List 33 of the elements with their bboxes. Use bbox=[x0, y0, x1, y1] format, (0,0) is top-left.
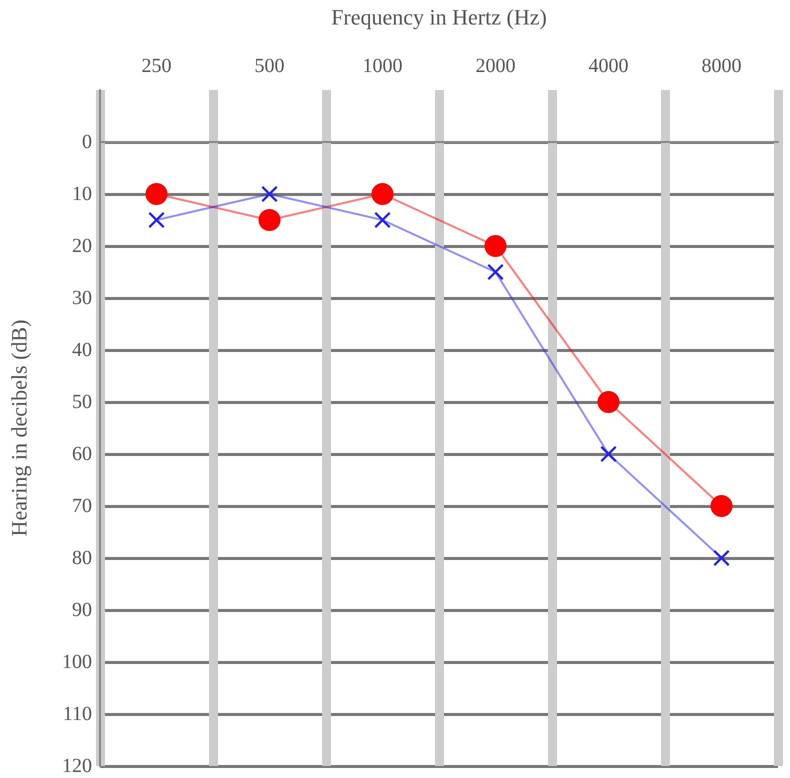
point bbox=[148, 212, 164, 228]
y-tick-label: 70 bbox=[72, 495, 92, 517]
point bbox=[372, 183, 394, 205]
y-tick-label: 110 bbox=[62, 703, 92, 725]
y-tick-label: 40 bbox=[72, 339, 92, 361]
x-tick-label: 500 bbox=[254, 55, 284, 77]
y-tick-label: 90 bbox=[72, 599, 92, 621]
y-tick-label: 50 bbox=[72, 391, 92, 413]
point bbox=[258, 209, 280, 231]
y-tick-label: 20 bbox=[72, 235, 92, 257]
x-tick-label: 2000 bbox=[476, 55, 516, 77]
y-tick-label: 0 bbox=[82, 131, 92, 153]
y-axis-title: Hearing in decibels (dB) bbox=[6, 320, 32, 536]
point bbox=[600, 446, 616, 462]
x-axis-title: Frequency in Hertz (Hz) bbox=[331, 4, 547, 30]
y-tick-label: 30 bbox=[72, 287, 92, 309]
y-tick-label: 10 bbox=[72, 183, 92, 205]
point bbox=[488, 264, 504, 280]
point bbox=[484, 235, 506, 257]
point bbox=[714, 550, 730, 566]
point bbox=[374, 212, 390, 228]
x-tick-label: 250 bbox=[142, 55, 172, 77]
y-tick-label: 120 bbox=[62, 755, 92, 777]
x-tick-label: 1000 bbox=[362, 55, 402, 77]
y-tick-label: 100 bbox=[62, 651, 92, 673]
point bbox=[598, 391, 620, 413]
y-tick-label: 60 bbox=[72, 443, 92, 465]
point bbox=[710, 495, 732, 517]
y-tick-label: 80 bbox=[72, 547, 92, 569]
x-tick-label: 4000 bbox=[588, 55, 628, 77]
point bbox=[146, 183, 168, 205]
point bbox=[262, 186, 278, 202]
x-tick-label: 8000 bbox=[702, 55, 742, 77]
